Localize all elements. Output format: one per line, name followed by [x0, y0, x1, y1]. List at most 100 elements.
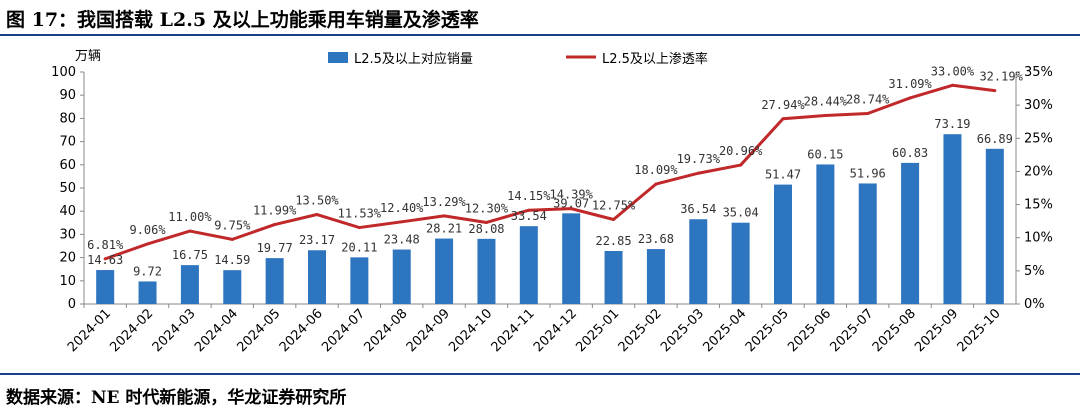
- bar-value-label: 14.59: [214, 253, 250, 267]
- source-bar: 数据来源：NE 时代新能源，华龙证券研究所: [0, 373, 1080, 413]
- line-value-label: 18.09%: [634, 163, 678, 177]
- line-point: [527, 208, 531, 212]
- data-labels: 14.63 9.72 16.75 14.59 19.77 23.17 20.11 23.48 2…: [87, 64, 1023, 278]
- y-right-tick-label: 15%: [1024, 198, 1053, 213]
- line-value-label: 33.00%: [931, 64, 975, 78]
- line-point: [484, 220, 488, 224]
- x-tick-label: 2025-04: [700, 306, 749, 355]
- bar: [96, 270, 115, 304]
- line-point: [103, 257, 107, 261]
- bar-value-label: 9.72: [133, 264, 162, 278]
- x-tick-label: 2024-08: [362, 306, 411, 355]
- line-point: [188, 229, 192, 233]
- line-point: [146, 242, 150, 246]
- bar: [901, 162, 920, 304]
- bar: [138, 281, 157, 304]
- x-tick-label: 2025-06: [785, 306, 834, 355]
- line-point: [230, 237, 234, 241]
- line-point: [315, 213, 319, 217]
- penetration-rate-line: [104, 83, 996, 261]
- line-series: [103, 83, 997, 261]
- bar-value-label: 23.48: [384, 233, 420, 247]
- bar: [265, 258, 284, 304]
- y-left-unit-label: 万辆: [75, 49, 101, 64]
- line-value-label: 12.40%: [380, 201, 424, 215]
- bar-value-label: 28.21: [426, 222, 462, 236]
- x-tick-label: 2024-06: [277, 306, 326, 355]
- bar: [985, 148, 1004, 304]
- y-left-tick-label: 0: [68, 297, 76, 312]
- x-tick-label: 2024-05: [234, 306, 283, 355]
- bar: [858, 183, 877, 304]
- bar-value-label: 22.85: [595, 234, 631, 248]
- line-point: [781, 117, 785, 121]
- bar: [477, 238, 496, 304]
- bar: [774, 184, 792, 304]
- bar-value-label: 19.77: [257, 241, 293, 255]
- line-point: [908, 96, 912, 100]
- bar: [350, 257, 369, 304]
- bar: [646, 249, 665, 304]
- line-point: [696, 171, 700, 175]
- x-tick-label: 2025-09: [912, 306, 961, 355]
- bar-value-label: 20.11: [341, 240, 377, 254]
- line-point: [950, 83, 954, 87]
- chart-title: 图 17：我国搭载 L2.5 及以上功能乘用车销量及渗透率: [6, 9, 479, 31]
- line-value-label: 6.81%: [87, 238, 124, 252]
- y-right-tick-label: 35%: [1024, 65, 1053, 80]
- y-right-tick-label: 30%: [1024, 98, 1053, 113]
- y-right-tick-label: 10%: [1024, 231, 1053, 246]
- bar-value-label: 51.47: [765, 168, 801, 182]
- bar: [689, 219, 708, 304]
- bar-series: [96, 134, 1004, 304]
- line-value-label: 32.19%: [979, 70, 1023, 84]
- x-tick-label: 2024-12: [531, 306, 580, 355]
- bar: [392, 249, 411, 304]
- line-value-label: 12.30%: [465, 201, 509, 215]
- line-value-label: 9.75%: [214, 218, 251, 232]
- line-point: [654, 182, 658, 186]
- y-left-tick-label: 30: [59, 227, 76, 242]
- line-point: [400, 220, 404, 224]
- y-left-tick-label: 70: [59, 135, 76, 150]
- line-point: [866, 111, 870, 115]
- x-tick-label: 2024-11: [489, 306, 538, 355]
- legend-line-label: L2.5及以上渗透率: [602, 51, 708, 67]
- x-tick-label: 2025-01: [573, 306, 622, 355]
- y-right-tick-label: 0%: [1024, 297, 1045, 312]
- line-point: [357, 226, 361, 230]
- x-tick-label: 2024-02: [107, 306, 156, 355]
- y-left-tick-label: 50: [59, 181, 76, 196]
- x-tick-label: 2024-10: [446, 306, 495, 355]
- line-point: [442, 214, 446, 218]
- bar-value-label: 66.89: [977, 132, 1013, 146]
- bar: [604, 250, 623, 304]
- y-left-tick-label: 60: [59, 158, 76, 173]
- x-tick-label: 2025-05: [743, 306, 792, 355]
- y-right-tick-label: 5%: [1024, 264, 1045, 279]
- y-left-tick-label: 20: [59, 251, 76, 266]
- bar-value-label: 23.17: [299, 233, 335, 247]
- line-value-label: 12.75%: [592, 198, 636, 212]
- line-point: [823, 113, 827, 117]
- line-value-label: 27.94%: [761, 98, 805, 112]
- bar-value-label: 14.63: [87, 253, 123, 267]
- y-left-tick-label: 90: [59, 88, 76, 103]
- line-value-label: 13.29%: [422, 195, 466, 209]
- x-tick-label: 2025-10: [955, 306, 1004, 355]
- bar: [308, 250, 326, 304]
- bar: [435, 238, 454, 304]
- y-left-tick-label: 100: [51, 65, 76, 80]
- y-right-tick-label: 20%: [1024, 164, 1053, 179]
- line-value-label: 13.50%: [295, 194, 339, 208]
- line-point: [273, 223, 277, 227]
- bar: [562, 213, 581, 304]
- line-value-label: 19.73%: [677, 152, 721, 166]
- x-tick-label: 2024-01: [65, 306, 114, 355]
- line-point: [612, 217, 616, 221]
- line-point: [739, 163, 743, 167]
- bar: [519, 226, 538, 304]
- line-value-label: 9.06%: [129, 223, 166, 237]
- line-point: [569, 207, 573, 211]
